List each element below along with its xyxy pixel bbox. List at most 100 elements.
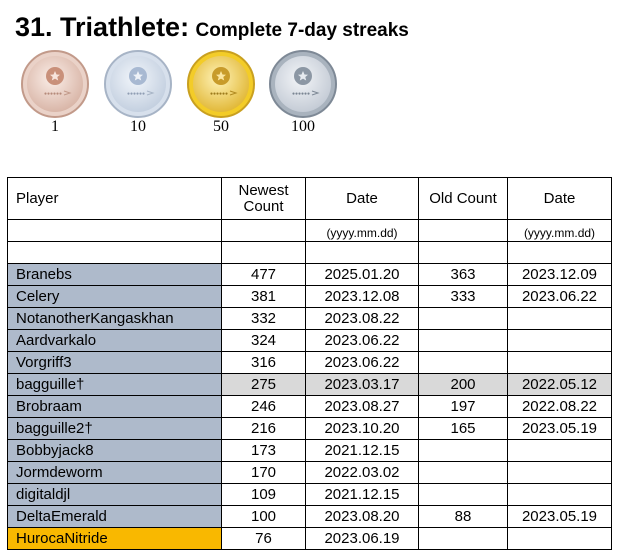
player-name: digitaldjl [7, 483, 222, 506]
newest-date: 2023.08.27 [305, 395, 419, 418]
old-count: 200 [418, 373, 508, 396]
old-count [418, 483, 508, 506]
old-date: 2023.12.09 [507, 263, 612, 286]
newest-date: 2022.03.02 [305, 461, 419, 484]
table-row: digitaldjl 109 2021.12.15 [7, 483, 612, 506]
header-old-count: Old Count [418, 177, 508, 220]
date-format-label: (yyyy.mm.dd) [305, 219, 419, 242]
newest-count: 381 [221, 285, 306, 308]
table-row: HurocaNitride 76 2023.06.19 [7, 527, 612, 550]
empty-cell [7, 219, 222, 242]
player-name: bagguille2† [7, 417, 222, 440]
table-row: Jormdeworm 170 2022.03.02 [7, 461, 612, 484]
date-format-row: (yyyy.mm.dd) (yyyy.mm.dd) [7, 219, 612, 242]
table-row-highlighted: bagguille† 275 2023.03.17 200 2022.05.12 [7, 373, 612, 396]
svg-text:●●●●●●: ●●●●●● [44, 91, 62, 97]
newest-date: 2023.06.22 [305, 351, 419, 374]
player-name: Vorgriff3 [7, 351, 222, 374]
player-name: Brobraam [7, 395, 222, 418]
medal-label-gold: 50 [213, 118, 229, 135]
empty-cell [418, 219, 508, 242]
svg-text:●●●●●●: ●●●●●● [127, 91, 145, 97]
old-count: 165 [418, 417, 508, 440]
gold-medal-icon: ●●●●●● [187, 50, 255, 118]
newest-count: 332 [221, 307, 306, 330]
old-count: 333 [418, 285, 508, 308]
old-count [418, 351, 508, 374]
old-date [507, 439, 612, 462]
leaderboard-table: Player Newest Count Date Old Count Date … [7, 177, 612, 550]
old-date [507, 527, 612, 550]
newest-count: 246 [221, 395, 306, 418]
newest-count: 76 [221, 527, 306, 550]
player-name-highlighted: HurocaNitride [7, 527, 222, 550]
table-row: DeltaEmerald 100 2023.08.20 88 2023.05.1… [7, 505, 612, 528]
header-newest-count: Newest Count [221, 177, 306, 220]
old-date [507, 307, 612, 330]
player-name: Aardvarkalo [7, 329, 222, 352]
medal-label-bronze: 1 [51, 118, 59, 135]
medal-label-silver: 10 [130, 118, 146, 135]
newest-date: 2023.08.20 [305, 505, 419, 528]
table-row: Celery 381 2023.12.08 333 2023.06.22 [7, 285, 612, 308]
old-count: 363 [418, 263, 508, 286]
platinum-medal-icon: ●●●●●● [269, 50, 337, 118]
newest-date: 2023.06.19 [305, 527, 419, 550]
old-date: 2023.06.22 [507, 285, 612, 308]
player-name: DeltaEmerald [7, 505, 222, 528]
header-player: Player [7, 177, 222, 220]
newest-count: 275 [221, 373, 306, 396]
empty-cell [221, 219, 306, 242]
table-row: Bobbyjack8 173 2021.12.15 [7, 439, 612, 462]
player-name: Branebs [7, 263, 222, 286]
table-row: bagguille2† 216 2023.10.20 165 2023.05.1… [7, 417, 612, 440]
header-date: Date [305, 177, 419, 220]
newest-count: 316 [221, 351, 306, 374]
player-name: bagguille† [7, 373, 222, 396]
newest-date: 2021.12.15 [305, 439, 419, 462]
newest-date: 2023.03.17 [305, 373, 419, 396]
newest-count: 477 [221, 263, 306, 286]
newest-date: 2023.08.22 [305, 307, 419, 330]
old-date: 2023.05.19 [507, 417, 612, 440]
newest-date: 2023.10.20 [305, 417, 419, 440]
old-count: 197 [418, 395, 508, 418]
table-row: Vorgriff3 316 2023.06.22 [7, 351, 612, 374]
old-count [418, 439, 508, 462]
table-header-row: Player Newest Count Date Old Count Date [7, 177, 612, 220]
old-count [418, 307, 508, 330]
newest-count: 173 [221, 439, 306, 462]
old-date [507, 483, 612, 506]
newest-date: 2023.12.08 [305, 285, 419, 308]
svg-text:●●●●●●: ●●●●●● [210, 91, 228, 97]
newest-date: 2023.06.22 [305, 329, 419, 352]
svg-text:●●●●●●: ●●●●●● [292, 91, 310, 97]
medal-label-platinum: 100 [291, 118, 315, 135]
old-date: 2023.05.19 [507, 505, 612, 528]
table-row: Brobraam 246 2023.08.27 197 2022.08.22 [7, 395, 612, 418]
old-count [418, 329, 508, 352]
table-row: Aardvarkalo 324 2023.06.22 [7, 329, 612, 352]
player-name: Bobbyjack8 [7, 439, 222, 462]
spacer-row [7, 241, 612, 264]
header-old-date: Date [507, 177, 612, 220]
newest-count: 170 [221, 461, 306, 484]
player-name: Jormdeworm [7, 461, 222, 484]
newest-count: 100 [221, 505, 306, 528]
page-title: 31. Triathlete: Complete 7-day streaks [15, 12, 409, 43]
newest-count: 109 [221, 483, 306, 506]
old-date: 2022.05.12 [507, 373, 612, 396]
silver-medal-icon: ●●●●●● [104, 50, 172, 118]
old-count [418, 527, 508, 550]
achievement-subtitle: Complete 7-day streaks [195, 20, 409, 41]
player-name: NotanotherKangaskhan [7, 307, 222, 330]
old-date [507, 329, 612, 352]
old-date [507, 351, 612, 374]
old-count [418, 461, 508, 484]
newest-date: 2021.12.15 [305, 483, 419, 506]
player-name: Celery [7, 285, 222, 308]
old-count: 88 [418, 505, 508, 528]
old-date: 2022.08.22 [507, 395, 612, 418]
newest-count: 324 [221, 329, 306, 352]
old-date [507, 461, 612, 484]
